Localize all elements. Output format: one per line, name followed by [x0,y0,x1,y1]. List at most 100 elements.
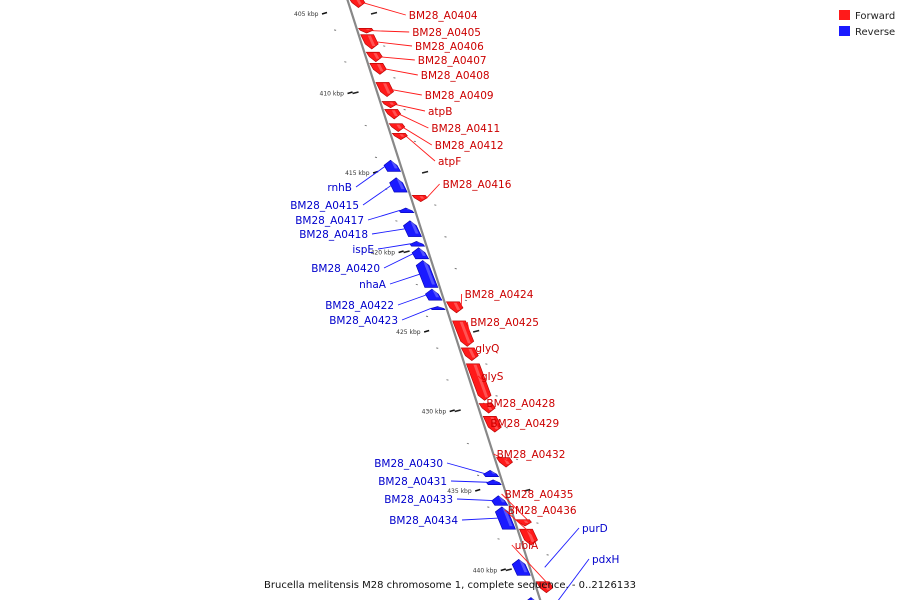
gene-highlight [391,161,398,169]
forward-gene-BM28_A0424[interactable] [445,301,464,314]
gene-label-BM28_A0430[interactable]: BM28_A0430 [374,458,443,470]
leader-line [466,321,471,334]
gene-label-glyS[interactable]: glyS [481,371,504,383]
gene-label-BM28_A0405[interactable]: BM28_A0405 [412,27,481,39]
reverse-gene-BM28_A0415[interactable] [389,177,408,193]
kbp-tick [421,170,429,174]
kbp-tick [333,29,337,31]
gene-highlight [519,560,528,573]
gene-label-BM28_A0409[interactable]: BM28_A0409 [425,90,494,102]
gene-highlight [459,321,471,344]
gene-label-rnhB[interactable]: rnhB [327,182,352,194]
reverse-gene-rnhB[interactable] [383,159,402,172]
gene-label-pdxH[interactable]: pdxH [592,554,619,566]
gene-label-BM28_A0431[interactable]: BM28_A0431 [378,476,447,488]
leader-line [401,307,432,321]
gene-label-BM28_A0415[interactable]: BM28_A0415 [290,200,359,212]
forward-gene-BM28_A0416[interactable] [411,194,428,202]
forward-gene-BM28_A0407[interactable] [365,51,383,63]
gene-label-ubiA[interactable]: ubiA [515,540,539,552]
leader-line [461,517,499,521]
gene-label-nhaA[interactable]: nhaA [359,279,387,291]
gene-label-BM28_A0406[interactable]: BM28_A0406 [415,41,484,53]
leader-line [397,294,428,306]
leader-line [372,30,410,33]
leader-line [504,509,536,538]
kbp-tick [415,283,418,286]
sequence-caption: Brucella melitensis M28 chromosome 1, co… [264,580,636,591]
gene-label-BM28_A0411[interactable]: BM28_A0411 [431,123,500,135]
gene-highlight [473,364,489,398]
forward-gene-BM28_A0436[interactable] [518,528,538,546]
gene-label-BM28_A0435[interactable]: BM28_A0435 [505,489,574,501]
gene-label-BM28_A0420[interactable]: BM28_A0420 [311,263,380,275]
gene-label-BM28_A0432[interactable]: BM28_A0432 [497,449,566,461]
leader-line [487,422,499,425]
gene-label-BM28_A0422[interactable]: BM28_A0422 [325,300,394,312]
leader-line [477,375,486,383]
gene-label-BM28_A0412[interactable]: BM28_A0412 [435,140,504,152]
gene-label-BM28_A0417[interactable]: BM28_A0417 [295,215,364,227]
forward-gene-atpB[interactable] [381,101,398,109]
gene-label-BM28_A0436[interactable]: BM28_A0436 [508,505,577,517]
gene-label-BM28_A0423[interactable]: BM28_A0423 [329,315,398,327]
forward-gene-BM28_A0432[interactable] [495,457,513,468]
forward-gene-BM28_A0429[interactable] [482,415,502,433]
reverse-gene-BM28_A0423[interactable] [430,306,446,311]
reverse-gene-BM28_A0418[interactable] [403,220,422,237]
reverse-gene-ispE[interactable] [409,241,426,247]
gene-label-BM28_A0425[interactable]: BM28_A0425 [470,317,539,329]
gene-label-BM28_A0416[interactable]: BM28_A0416 [443,179,512,191]
gene-label-atpB[interactable]: atpB [428,106,452,118]
forward-gene-BM28_A0406[interactable] [360,34,379,50]
kbp-label: 410 kbp [320,91,345,98]
forward-gene-BM28_A0428[interactable] [478,403,496,414]
kbp-tick [454,409,461,413]
leader-line [472,347,477,355]
gene-label-atpF[interactable]: atpF [438,156,461,168]
gene-label-BM28_A0418[interactable]: BM28_A0418 [299,229,368,241]
forward-gene-glyS[interactable] [465,363,492,401]
gene-highlight [391,110,398,116]
gene-label-BM28_A0429[interactable]: BM28_A0429 [490,418,559,430]
kbp-tick [393,77,396,79]
forward-gene-BM28_A0405[interactable] [357,28,374,34]
gene-label-BM28_A0434[interactable]: BM28_A0434 [389,515,458,527]
forward-gene-atpF[interactable] [391,132,408,140]
forward-gene-BM28_A0412[interactable] [388,123,406,133]
kbp-major-tick [321,11,328,15]
reverse-gene-pdxH[interactable] [524,597,541,600]
reverse-gene-BM28_A0433[interactable] [491,495,509,506]
gene-highlight [396,178,405,190]
gene-label-BM28_A0407[interactable]: BM28_A0407 [418,55,487,67]
gene-highlight [543,582,551,590]
reverse-gene-BM28_A0420[interactable] [411,247,430,260]
gene-label-BM28_A0408[interactable]: BM28_A0408 [421,70,490,82]
forward-gene-BM28_A0425[interactable] [452,320,475,347]
leader-line [425,183,440,199]
reverse-gene-BM28_A0430[interactable] [483,469,500,477]
reverse-gene-nhaA[interactable] [415,260,439,288]
kbp-tick [413,140,416,143]
leader-line [375,41,413,47]
gene-highlight [493,480,499,482]
reverse-gene-BM28_A0431[interactable] [486,479,502,485]
reverse-gene-BM28_A0417[interactable] [398,207,415,214]
leader-line [383,252,415,269]
kbp-tick [454,267,457,270]
forward-gene-BM28_A0411[interactable] [384,109,402,120]
gene-label-BM28_A0433[interactable]: BM28_A0433 [384,494,453,506]
reverse-gene-BM28_A0434[interactable] [494,506,516,530]
gene-label-BM28_A0404[interactable]: BM28_A0404 [409,10,478,22]
gene-highlight [419,196,425,199]
forward-gene-BM28_A0404[interactable] [349,0,366,9]
gene-label-BM28_A0424[interactable]: BM28_A0424 [465,289,534,301]
forward-gene-BM28_A0408[interactable] [369,62,387,75]
gene-label-BM28_A0428[interactable]: BM28_A0428 [486,398,555,410]
gene-label-purD[interactable]: purD [582,523,608,535]
forward-gene-BM28_A0409[interactable] [375,82,394,98]
reverse-gene-purD[interactable] [511,558,531,576]
gene-label-glyQ[interactable]: glyQ [475,343,499,355]
gene-label-ispE[interactable]: ispE [352,244,374,256]
reverse-gene-BM28_A0422[interactable] [424,288,443,301]
